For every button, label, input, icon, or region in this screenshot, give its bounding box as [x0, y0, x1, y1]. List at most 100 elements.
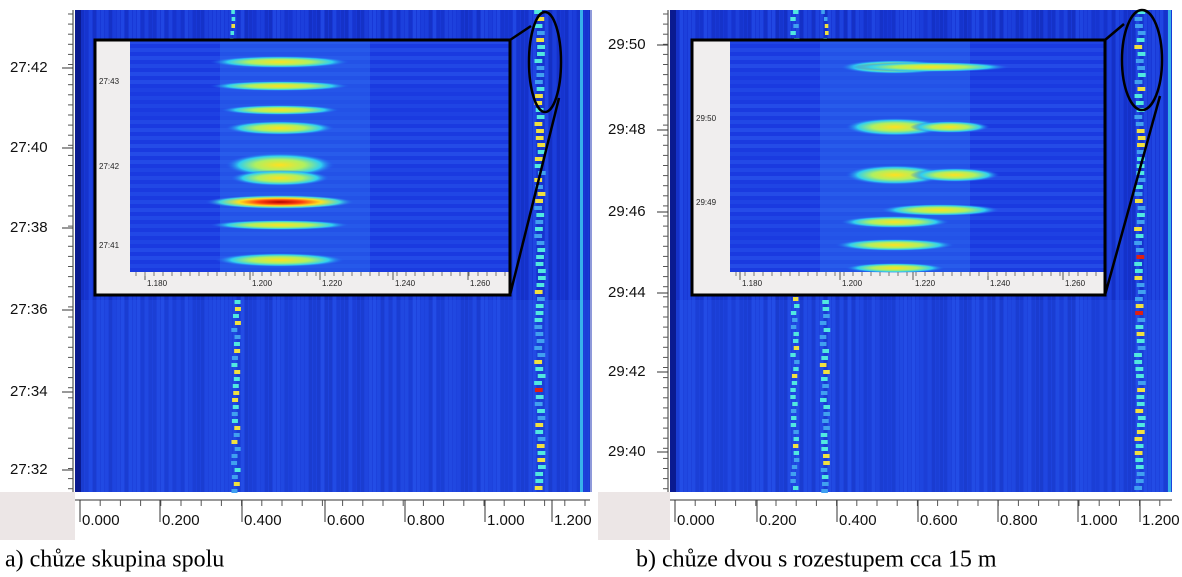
lower-noise [81, 300, 590, 492]
trace-dot [231, 475, 238, 479]
trace-dot [1137, 388, 1145, 392]
trace-dot [534, 80, 543, 84]
lower-noise [676, 300, 1172, 492]
x-tick-label: 0.600 [327, 512, 365, 529]
trace-dot [822, 419, 829, 423]
inset-x-tick-label: 1.240 [395, 279, 416, 288]
inset-blob [835, 239, 955, 251]
trace-dot [1135, 304, 1144, 308]
inset-blob [910, 168, 1000, 182]
stripe [569, 10, 572, 492]
trace-dot [233, 433, 240, 437]
trace-dot [790, 479, 796, 483]
inset-y-tick-label: 29:50 [696, 114, 717, 123]
inset-row [130, 40, 510, 44]
inset-blob [210, 56, 350, 68]
trace-dot [1135, 444, 1144, 448]
trace-dot [536, 339, 545, 343]
x-axis-corner [598, 492, 670, 540]
inset-row [730, 160, 1105, 164]
trace-dot [537, 465, 546, 469]
inset-row [730, 88, 1105, 92]
inset-x-tick-label: 1.240 [990, 279, 1011, 288]
trace-dot [535, 227, 543, 231]
inset-x-tick-label: 1.180 [742, 279, 763, 288]
trace-dot [1134, 276, 1143, 280]
trace-dot [1136, 171, 1145, 175]
trace-dot [231, 363, 238, 367]
trace-dot [534, 325, 543, 329]
trace-dot [231, 10, 235, 14]
inset-row [730, 40, 1105, 44]
trace-dot [1134, 227, 1142, 231]
inset-x-tick-label: 1.200 [252, 279, 273, 288]
inset-row [730, 136, 1105, 140]
trace-dot [1136, 332, 1145, 336]
trace-dot [230, 31, 235, 35]
trace-dot [232, 405, 239, 409]
trace-dot [1135, 325, 1144, 329]
edge-band [75, 10, 81, 492]
inset-glow [820, 40, 970, 272]
inset-row [730, 200, 1105, 204]
trace-dot [822, 454, 830, 458]
trace-dot [793, 297, 799, 301]
trace-dot [537, 437, 546, 441]
inset-frame [690, 38, 1107, 297]
trace-dot [537, 150, 546, 154]
inset-row [130, 264, 510, 268]
trace-dot [821, 356, 828, 360]
inset-row [130, 184, 510, 188]
zoom-connector [1103, 95, 1162, 296]
trace-dot [1137, 73, 1146, 77]
inset-row [130, 48, 510, 52]
trace-dot [822, 384, 829, 388]
trace-dot [1136, 339, 1145, 343]
trace-dot [537, 192, 546, 196]
trace-dot [231, 412, 238, 416]
trace-dot [1134, 241, 1142, 245]
trace-dot [823, 328, 831, 332]
inset-y-tick-label: 27:42 [99, 162, 120, 171]
trace-dot [537, 451, 546, 455]
trace-dot [1135, 311, 1143, 315]
trace-dot [793, 24, 799, 28]
trace-dot [535, 311, 544, 315]
inset-row [730, 192, 1105, 196]
trace-dot [1137, 318, 1146, 322]
x-tick-label: 0.800 [1000, 512, 1038, 529]
trace-dot [536, 73, 545, 77]
trace-dot [1134, 262, 1143, 266]
inset-row [130, 240, 510, 244]
trace-dot [824, 31, 829, 35]
stripe [680, 10, 683, 492]
trace-dot [793, 458, 800, 462]
trace-dot [233, 342, 240, 346]
trace-dot [233, 482, 240, 486]
trace-dot [1137, 423, 1145, 427]
inset-row [130, 216, 510, 220]
inset-blob [880, 204, 1000, 216]
trace-dot [1134, 185, 1143, 189]
inset-row [730, 256, 1105, 260]
stripe [1160, 10, 1163, 492]
trace-dot [790, 388, 796, 392]
stripe [1112, 10, 1115, 492]
x-tick-label: 1.000 [487, 512, 525, 529]
trace-dot [231, 356, 238, 360]
zoom-ellipse [1120, 8, 1164, 112]
y-tick-label: 29:40 [608, 443, 646, 460]
inset-row [130, 192, 510, 196]
trace-dot [536, 31, 545, 35]
trace-dot [231, 24, 236, 28]
trace-dot [1136, 472, 1145, 476]
trace-dot [1136, 395, 1145, 399]
zoom-connector [1104, 23, 1125, 41]
trace-dot [534, 101, 543, 105]
trace-dot [536, 17, 545, 21]
inset-row [130, 104, 510, 108]
inset-blob [910, 121, 990, 133]
inset-blob [210, 220, 350, 230]
trace-dot [823, 405, 831, 409]
inset-blob [220, 105, 340, 115]
